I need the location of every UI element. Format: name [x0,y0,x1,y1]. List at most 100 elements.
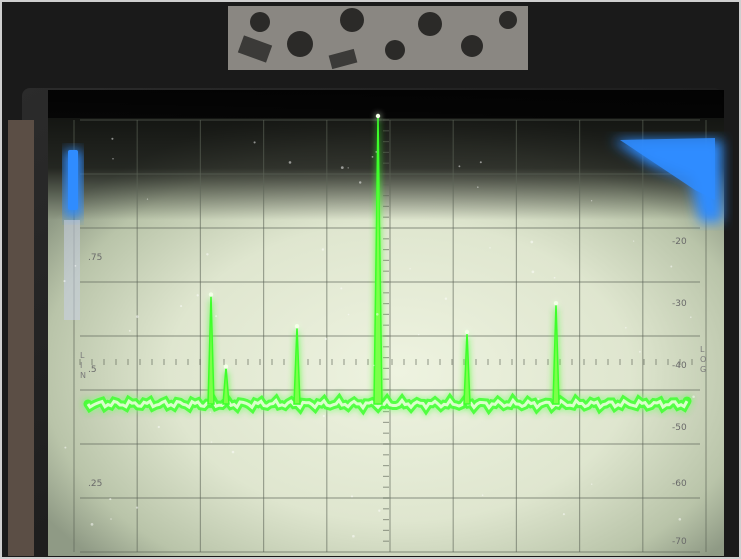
noise-speck [64,446,67,449]
noise-speck [590,483,593,485]
noise-speck [210,441,213,443]
noise-speck [530,240,534,244]
peak-1 [207,294,215,405]
right-scale-label: -70 [672,537,687,547]
noise-speck [288,161,292,164]
left-scale-label: .75 [88,253,102,263]
peak-1b [222,366,230,405]
right-blue-marker [612,138,722,222]
side-panel [8,120,34,556]
noise-speck [324,337,328,341]
peak-2 [293,326,301,405]
peak-5-tip [553,301,559,306]
right-axis-letter: O [700,355,706,364]
left-blue-marker [64,150,82,320]
noise-speck [90,523,94,526]
right-axis-letter: L [700,345,705,354]
noise-speck [378,509,381,512]
noise-speck [180,305,183,308]
left-axis-letter: N [80,371,86,380]
peak-center [373,115,383,405]
screen-noise [63,137,695,538]
noise-speck [358,181,362,184]
noise-speck [692,395,695,399]
noise-speck [135,315,139,318]
noise-speck [352,534,355,538]
noise-speck [489,247,491,249]
noise-speck [110,518,112,520]
noise-speck [322,414,325,418]
noise-speck [670,265,673,268]
right-scale-label: -20 [672,237,687,247]
noise-speck [347,167,349,169]
noise-speck [518,397,520,400]
noise-speck [111,137,114,140]
noise-speck [373,364,375,367]
peak-center-tip [375,113,381,119]
noise-speck [417,333,420,336]
screen-shadow [48,90,724,220]
noise-speck [477,186,479,188]
graticule-grid [73,119,707,553]
noise-speck [458,165,461,168]
peak-4-tip [464,329,470,335]
noise-speck [531,270,535,274]
left-axis-letter: L [80,351,85,360]
noise-speck [553,276,556,279]
noise-speck [376,313,379,316]
noise-speck [479,161,482,164]
noise-speck [253,141,256,144]
noise-speck [63,280,66,283]
noise-speck [231,450,235,454]
right-axis-letter: G [700,365,706,374]
right-scale-label: -30 [672,299,687,309]
peak-2-tip [294,324,300,329]
right-scale-label: -50 [672,423,687,433]
patterned-fabric [228,6,528,70]
peak-1b-tip [223,364,229,369]
noise-speck [128,329,131,332]
noise-speck [444,297,448,300]
noise-speck [112,157,114,160]
spectrum-trace [83,113,692,416]
noise-speck [375,151,378,153]
left-scale-label: .25 [88,479,102,489]
noise-speck [625,326,627,329]
noise-speck [481,494,484,496]
noise-speck [678,518,682,521]
noise-speck [74,265,77,267]
noise-speck [350,495,354,498]
noise-speck [347,313,350,316]
left-scale-label: .5 [88,365,97,375]
noise-speck [321,248,325,251]
noise-speck [562,513,565,516]
peak-5 [552,303,560,405]
noise-speck [215,315,218,318]
trace-baseline-core [86,397,689,411]
noise-speck [135,506,139,509]
noise-speck [638,350,641,353]
noise-speck [590,200,593,202]
noise-speck [206,253,209,256]
noise-speck [371,156,374,158]
noise-speck [196,294,199,297]
peak-4 [463,331,471,405]
noise-speck [340,287,343,290]
noise-speck [146,198,149,200]
noise-speck [690,316,692,318]
noise-speck [632,240,635,242]
noise-speck [109,498,112,501]
noise-speck [409,268,411,270]
right-scale-label: -60 [672,479,687,489]
peak-1-tip [208,292,214,297]
noise-speck [209,411,212,413]
left-axis-letter: I [80,361,82,370]
noise-speck [157,425,160,429]
noise-speck [537,397,540,400]
right-scale-label: -40 [672,361,687,371]
noise-speck [340,166,344,169]
